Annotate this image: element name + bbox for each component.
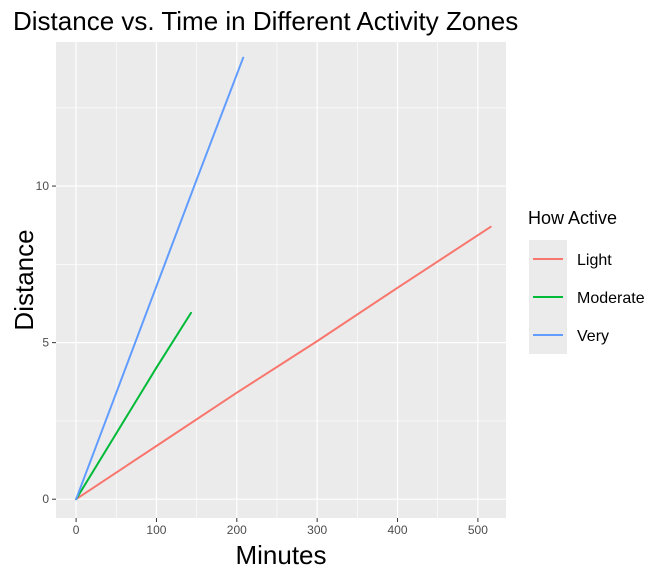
- legend-label-very: Very: [577, 328, 609, 345]
- x-tick-label: 0: [73, 523, 80, 537]
- y-tick-label: 5: [42, 336, 49, 350]
- legend: How Active Light Moderate Very: [528, 208, 645, 354]
- x-tick-label: 200: [227, 523, 247, 537]
- y-tick-label: 10: [36, 179, 50, 193]
- x-tick-label: 300: [307, 523, 327, 537]
- y-axis-title: Distance: [9, 229, 39, 330]
- legend-title: How Active: [528, 208, 617, 228]
- y-tick-label: 0: [42, 492, 49, 506]
- series-lines: [75, 56, 492, 501]
- series-line-light: [75, 225, 492, 501]
- chart-title: Distance vs. Time in Different Activity …: [13, 6, 518, 36]
- axis-ticks: 0 100 200 300 400 500 0 5 10: [36, 179, 489, 537]
- series-line-moderate: [75, 311, 192, 501]
- legend-label-light: Light: [577, 252, 612, 269]
- x-tick-label: 100: [146, 523, 166, 537]
- x-axis-title: Minutes: [235, 540, 326, 570]
- grid: [56, 42, 506, 518]
- x-tick-label: 400: [388, 523, 408, 537]
- legend-label-moderate: Moderate: [577, 290, 645, 307]
- x-tick-label: 500: [468, 523, 488, 537]
- series-line-very: [75, 56, 245, 501]
- plot-panel: [56, 42, 506, 518]
